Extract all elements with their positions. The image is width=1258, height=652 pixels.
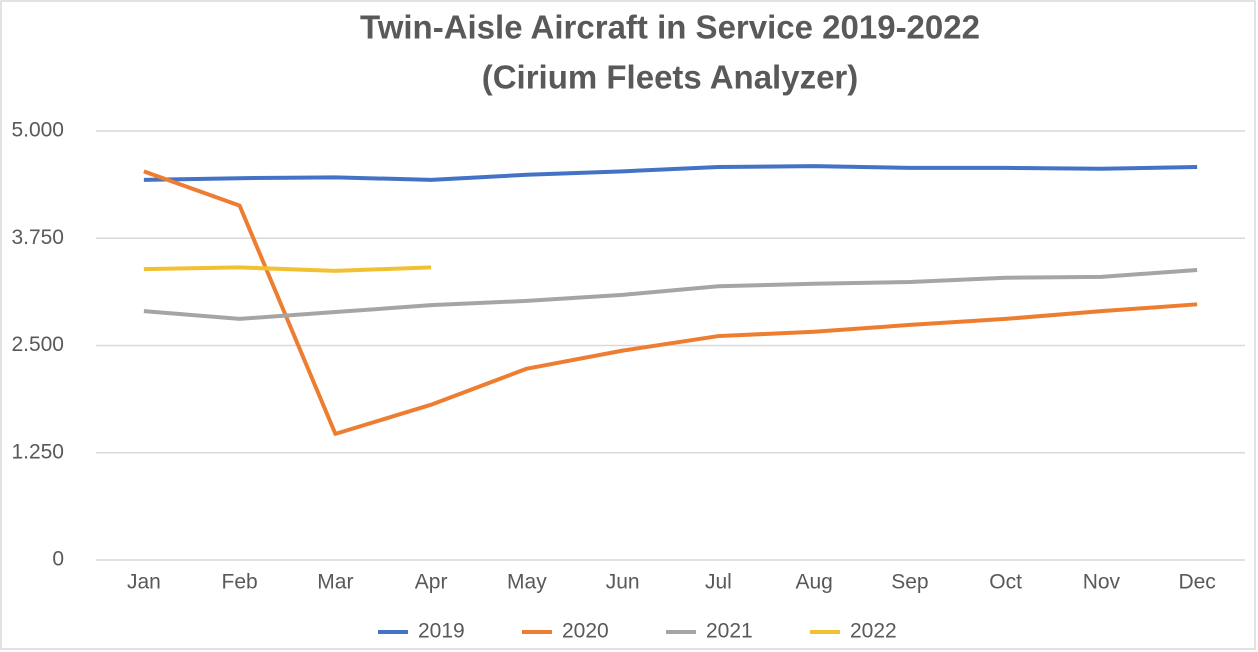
y-tick-label: 2.500 — [11, 333, 64, 356]
legend-label: 2021 — [706, 620, 753, 643]
x-tick-label: Oct — [989, 571, 1022, 594]
series-line — [143, 265, 432, 273]
y-tick-label: 0 — [52, 548, 64, 571]
x-tick-label: Jan — [127, 571, 161, 594]
y-tick-label: 3.750 — [11, 226, 64, 249]
x-tick-label: Nov — [1083, 571, 1121, 594]
legend-label: 2022 — [850, 620, 897, 643]
x-tick-label: Aug — [795, 571, 832, 594]
chart-title: Twin-Aisle Aircraft in Service 2019-2022 — [360, 9, 980, 46]
x-tick-label: Feb — [222, 571, 258, 594]
x-tick-label: Sep — [891, 571, 928, 594]
x-tick-label: Apr — [415, 571, 448, 594]
legend-label: 2019 — [418, 620, 465, 643]
x-tick-label: Mar — [317, 571, 353, 594]
y-tick-label: 5.000 — [11, 119, 64, 142]
y-tick-label: 1.250 — [11, 440, 64, 463]
x-tick-label: Dec — [1178, 571, 1215, 594]
legend-label: 2020 — [562, 620, 609, 643]
chart-subtitle: (Cirium Fleets Analyzer) — [482, 59, 859, 96]
x-tick-label: May — [507, 571, 547, 594]
x-tick-label: Jul — [705, 571, 732, 594]
series-line — [143, 169, 1198, 436]
x-tick-label: Jun — [606, 571, 640, 594]
series-line — [143, 164, 1198, 182]
series-line — [143, 268, 1198, 321]
